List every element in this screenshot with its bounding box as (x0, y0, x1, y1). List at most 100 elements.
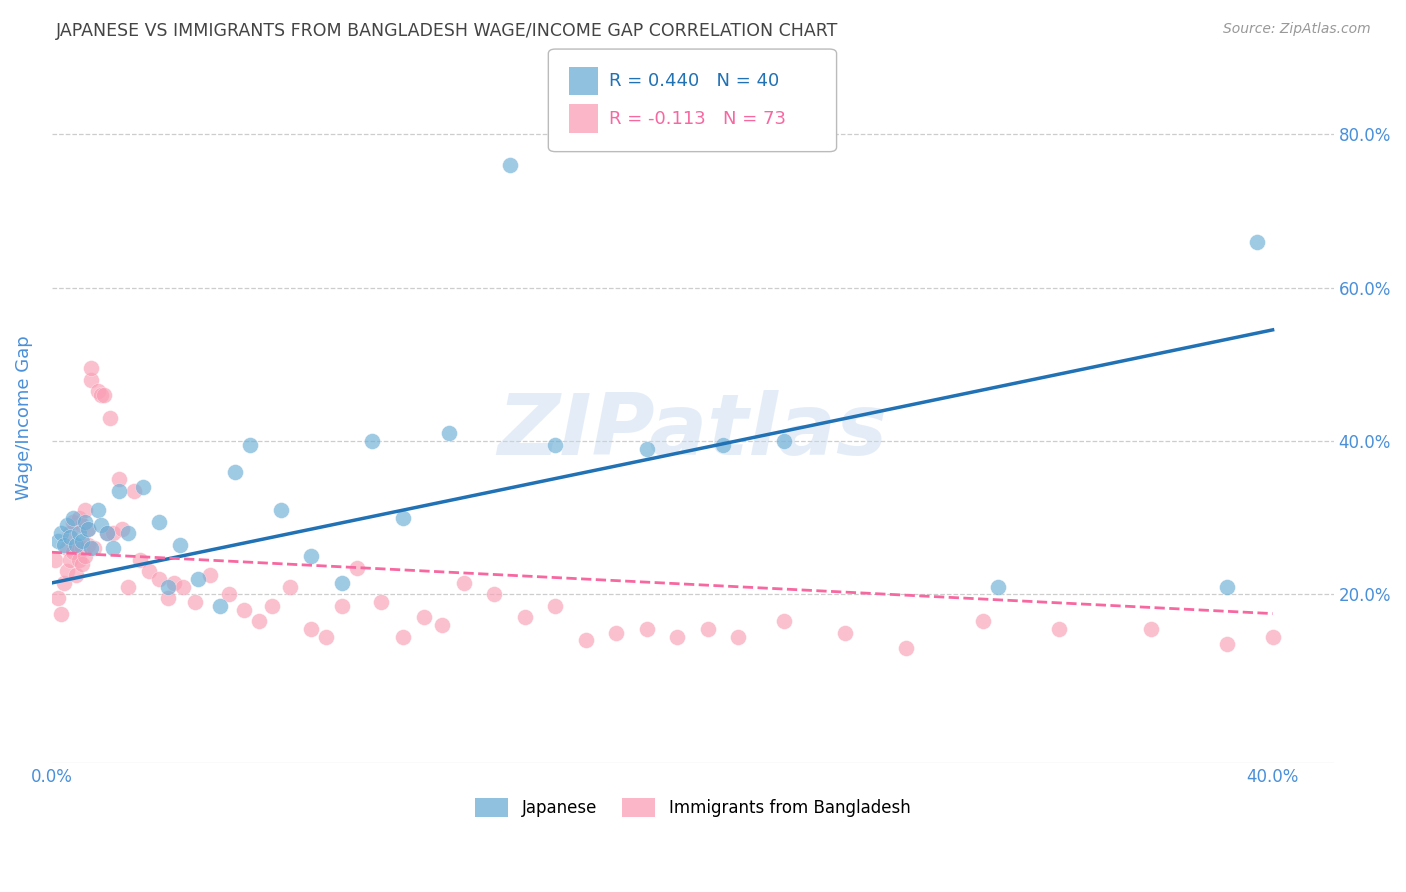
Point (117, 580, 139, 594)
Point (98, 411, 121, 425)
Point (184, 595, 207, 609)
Point (315, 630, 337, 644)
Point (544, 438, 567, 452)
Point (330, 599, 353, 613)
Point (56, 518, 79, 533)
Point (1261, 630, 1284, 644)
Point (75, 515, 97, 529)
Point (44, 553, 66, 567)
Text: Source: ZipAtlas.com: Source: ZipAtlas.com (1223, 22, 1371, 37)
Point (93, 388, 115, 402)
Point (138, 565, 160, 579)
Point (56, 565, 79, 579)
Point (453, 576, 475, 591)
Point (65, 568, 87, 582)
Point (437, 426, 460, 441)
Point (299, 549, 322, 563)
Point (172, 580, 194, 594)
Point (1246, 235, 1268, 249)
Point (544, 599, 567, 613)
Point (80, 373, 103, 387)
Point (72, 557, 94, 571)
Point (330, 576, 353, 591)
Point (270, 503, 292, 517)
Point (224, 465, 246, 479)
Point (711, 438, 734, 452)
Point (575, 633, 598, 648)
Point (129, 553, 152, 567)
Point (239, 438, 262, 452)
Point (67, 526, 90, 541)
Point (727, 630, 749, 644)
Point (77, 538, 100, 552)
Point (163, 576, 186, 591)
Point (208, 599, 231, 613)
Point (59, 553, 82, 567)
Point (972, 614, 994, 628)
Point (77, 522, 100, 536)
Point (117, 526, 139, 541)
Point (77, 522, 100, 536)
Point (361, 434, 384, 448)
Text: ZIPatlas: ZIPatlas (498, 391, 887, 474)
Point (56, 541, 79, 556)
Text: R = 0.440   N = 40: R = 0.440 N = 40 (609, 72, 779, 90)
Point (498, 158, 520, 172)
Point (67, 510, 90, 524)
Point (773, 434, 796, 448)
Point (52, 576, 75, 591)
Point (80, 361, 103, 376)
Point (391, 630, 413, 644)
Point (67, 553, 90, 567)
Point (1216, 580, 1239, 594)
Point (218, 587, 240, 601)
Point (108, 472, 131, 486)
Point (1216, 637, 1239, 651)
Point (72, 533, 94, 548)
Point (83, 541, 105, 556)
Point (101, 541, 124, 556)
Point (413, 610, 436, 624)
Point (80, 541, 103, 556)
Point (86, 503, 108, 517)
Point (62, 515, 84, 529)
Text: JAPANESE VS IMMIGRANTS FROM BANGLADESH WAGE/INCOME GAP CORRELATION CHART: JAPANESE VS IMMIGRANTS FROM BANGLADESH W… (56, 22, 838, 40)
Point (1047, 622, 1070, 636)
Legend: Japanese, Immigrants from Bangladesh: Japanese, Immigrants from Bangladesh (468, 791, 917, 824)
Point (636, 622, 658, 636)
Point (62, 545, 84, 559)
Point (75, 503, 97, 517)
Point (346, 560, 368, 574)
Point (773, 614, 796, 628)
Point (108, 483, 131, 498)
Point (62, 510, 84, 524)
Point (278, 580, 301, 594)
Point (90, 518, 112, 533)
Point (697, 622, 720, 636)
Point (96, 526, 118, 541)
Point (484, 587, 506, 601)
Point (101, 526, 124, 541)
Point (65, 538, 87, 552)
Point (260, 599, 283, 613)
Point (200, 568, 222, 582)
Point (72, 518, 94, 533)
Point (59, 526, 82, 541)
Point (75, 549, 97, 563)
Point (169, 538, 191, 552)
Point (46, 591, 69, 606)
Point (156, 580, 179, 594)
Point (52, 538, 75, 552)
Point (391, 510, 413, 524)
Y-axis label: Wage/Income Gap: Wage/Income Gap (15, 335, 32, 500)
Point (299, 622, 322, 636)
Point (111, 522, 134, 536)
Point (49, 526, 72, 541)
Point (187, 572, 209, 586)
Point (148, 572, 170, 586)
Point (46, 533, 69, 548)
Point (233, 603, 256, 617)
Point (86, 384, 108, 399)
Point (370, 595, 392, 609)
Point (247, 614, 270, 628)
